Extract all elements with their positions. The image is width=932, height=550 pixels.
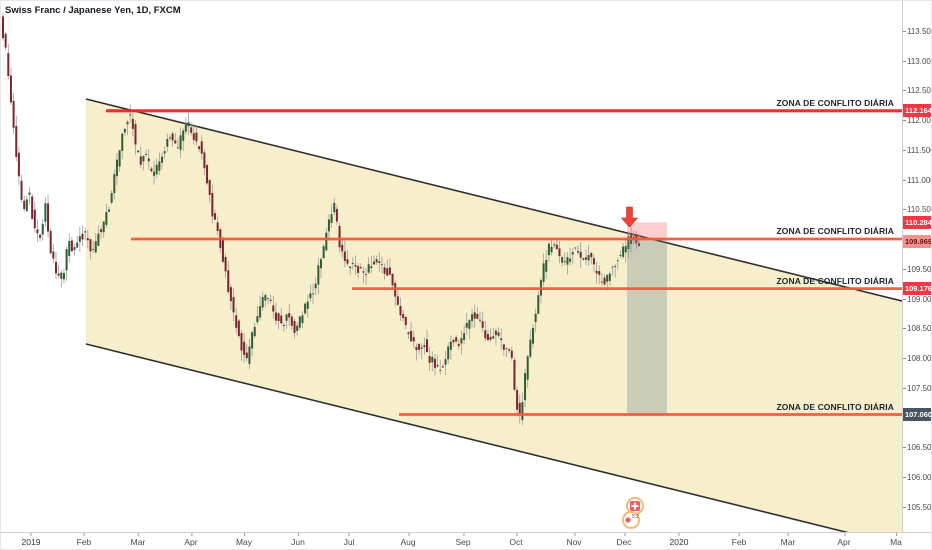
time-axis-label: Oct [509, 533, 523, 547]
time-axis-label: Sep [455, 533, 471, 547]
time-axis-label: Mar [130, 533, 146, 547]
target-box[interactable] [627, 239, 667, 415]
conflict-zone-label-3: ZONA DE CONFLITO DIÁRIA [776, 275, 894, 286]
price-axis-label: 109.000 [903, 295, 931, 304]
price-axis-label: 109.500 [903, 265, 931, 274]
price-axis-label: 107.500 [903, 384, 931, 393]
level-price-badge: 107.060 [903, 408, 932, 422]
price-axis-label: 108.500 [903, 324, 931, 333]
watermark-symbol-logo: 5:2 [622, 497, 644, 529]
level-price-badge: 109.176 [903, 282, 932, 296]
time-axis-label: Aug [400, 533, 416, 547]
time-axis-label: Apr [837, 533, 851, 547]
conflict-zone-label-2: ZONA DE CONFLITO DIÁRIA [776, 226, 894, 236]
price-axis-label: 112.500 [903, 86, 931, 95]
price-axis-label: 111.000 [903, 176, 931, 185]
level-price-badge: 110.284 [903, 216, 931, 230]
time-axis-label: Jun [291, 533, 305, 547]
price-axis-label: 112.000 [903, 116, 931, 125]
time-axis-label: Dec [616, 533, 632, 547]
price-axis-label: 106.000 [903, 473, 931, 482]
time-axis-label: Mar [780, 533, 796, 547]
time-axis-label: May [235, 533, 253, 547]
price-axis-label: 113.500 [903, 27, 931, 36]
conflict-zone-label-1: ZONA DE CONFLITO DIÁRIA [776, 97, 894, 108]
sell-arrow-icon[interactable] [620, 206, 639, 228]
descending-channel-fill [86, 99, 902, 532]
time-axis[interactable]: 2019 Feb Mar Apr May Jun Jul Aug Sep Oct Nov Dec 202… [1, 532, 931, 549]
time-axis-label: Ma [890, 533, 902, 547]
price-chart-canvas[interactable]: 5:2 [1, 1, 902, 532]
time-axis-label: Feb [76, 533, 92, 547]
time-axis-label: Nov [566, 533, 582, 547]
time-axis-label: Apr [184, 533, 198, 547]
channel-lower-trendline[interactable] [85, 343, 902, 532]
price-axis-label: 110.500 [903, 205, 931, 214]
price-axis-label: 111.500 [903, 146, 931, 155]
candlestick-series [2, 12, 640, 426]
japan-flag-icon [622, 511, 640, 529]
watermark-text: 5:2 [632, 514, 639, 520]
current-price-badge: 109.969 [903, 234, 932, 248]
price-axis-label: 108.000 [903, 354, 931, 363]
level-price-badge: 112.164 [903, 104, 931, 118]
conflict-zone-label-4: ZONA DE CONFLITO DIÁRIA [776, 401, 894, 412]
price-axis-label: 105.500 [903, 503, 931, 512]
time-axis-label: 2020 [669, 533, 689, 547]
price-axis-label: 106.500 [903, 443, 931, 452]
time-axis-label: Feb [731, 533, 747, 547]
risk-box[interactable] [627, 222, 667, 239]
time-axis-label: 2019 [21, 533, 41, 547]
channel-upper-trendline[interactable] [85, 98, 902, 302]
price-axis[interactable]: 113.500 113.000 112.500 112.000 111.500 111.0… [902, 1, 932, 532]
price-axis-label: 113.000 [903, 57, 931, 66]
time-axis-label: Jul [343, 533, 355, 547]
